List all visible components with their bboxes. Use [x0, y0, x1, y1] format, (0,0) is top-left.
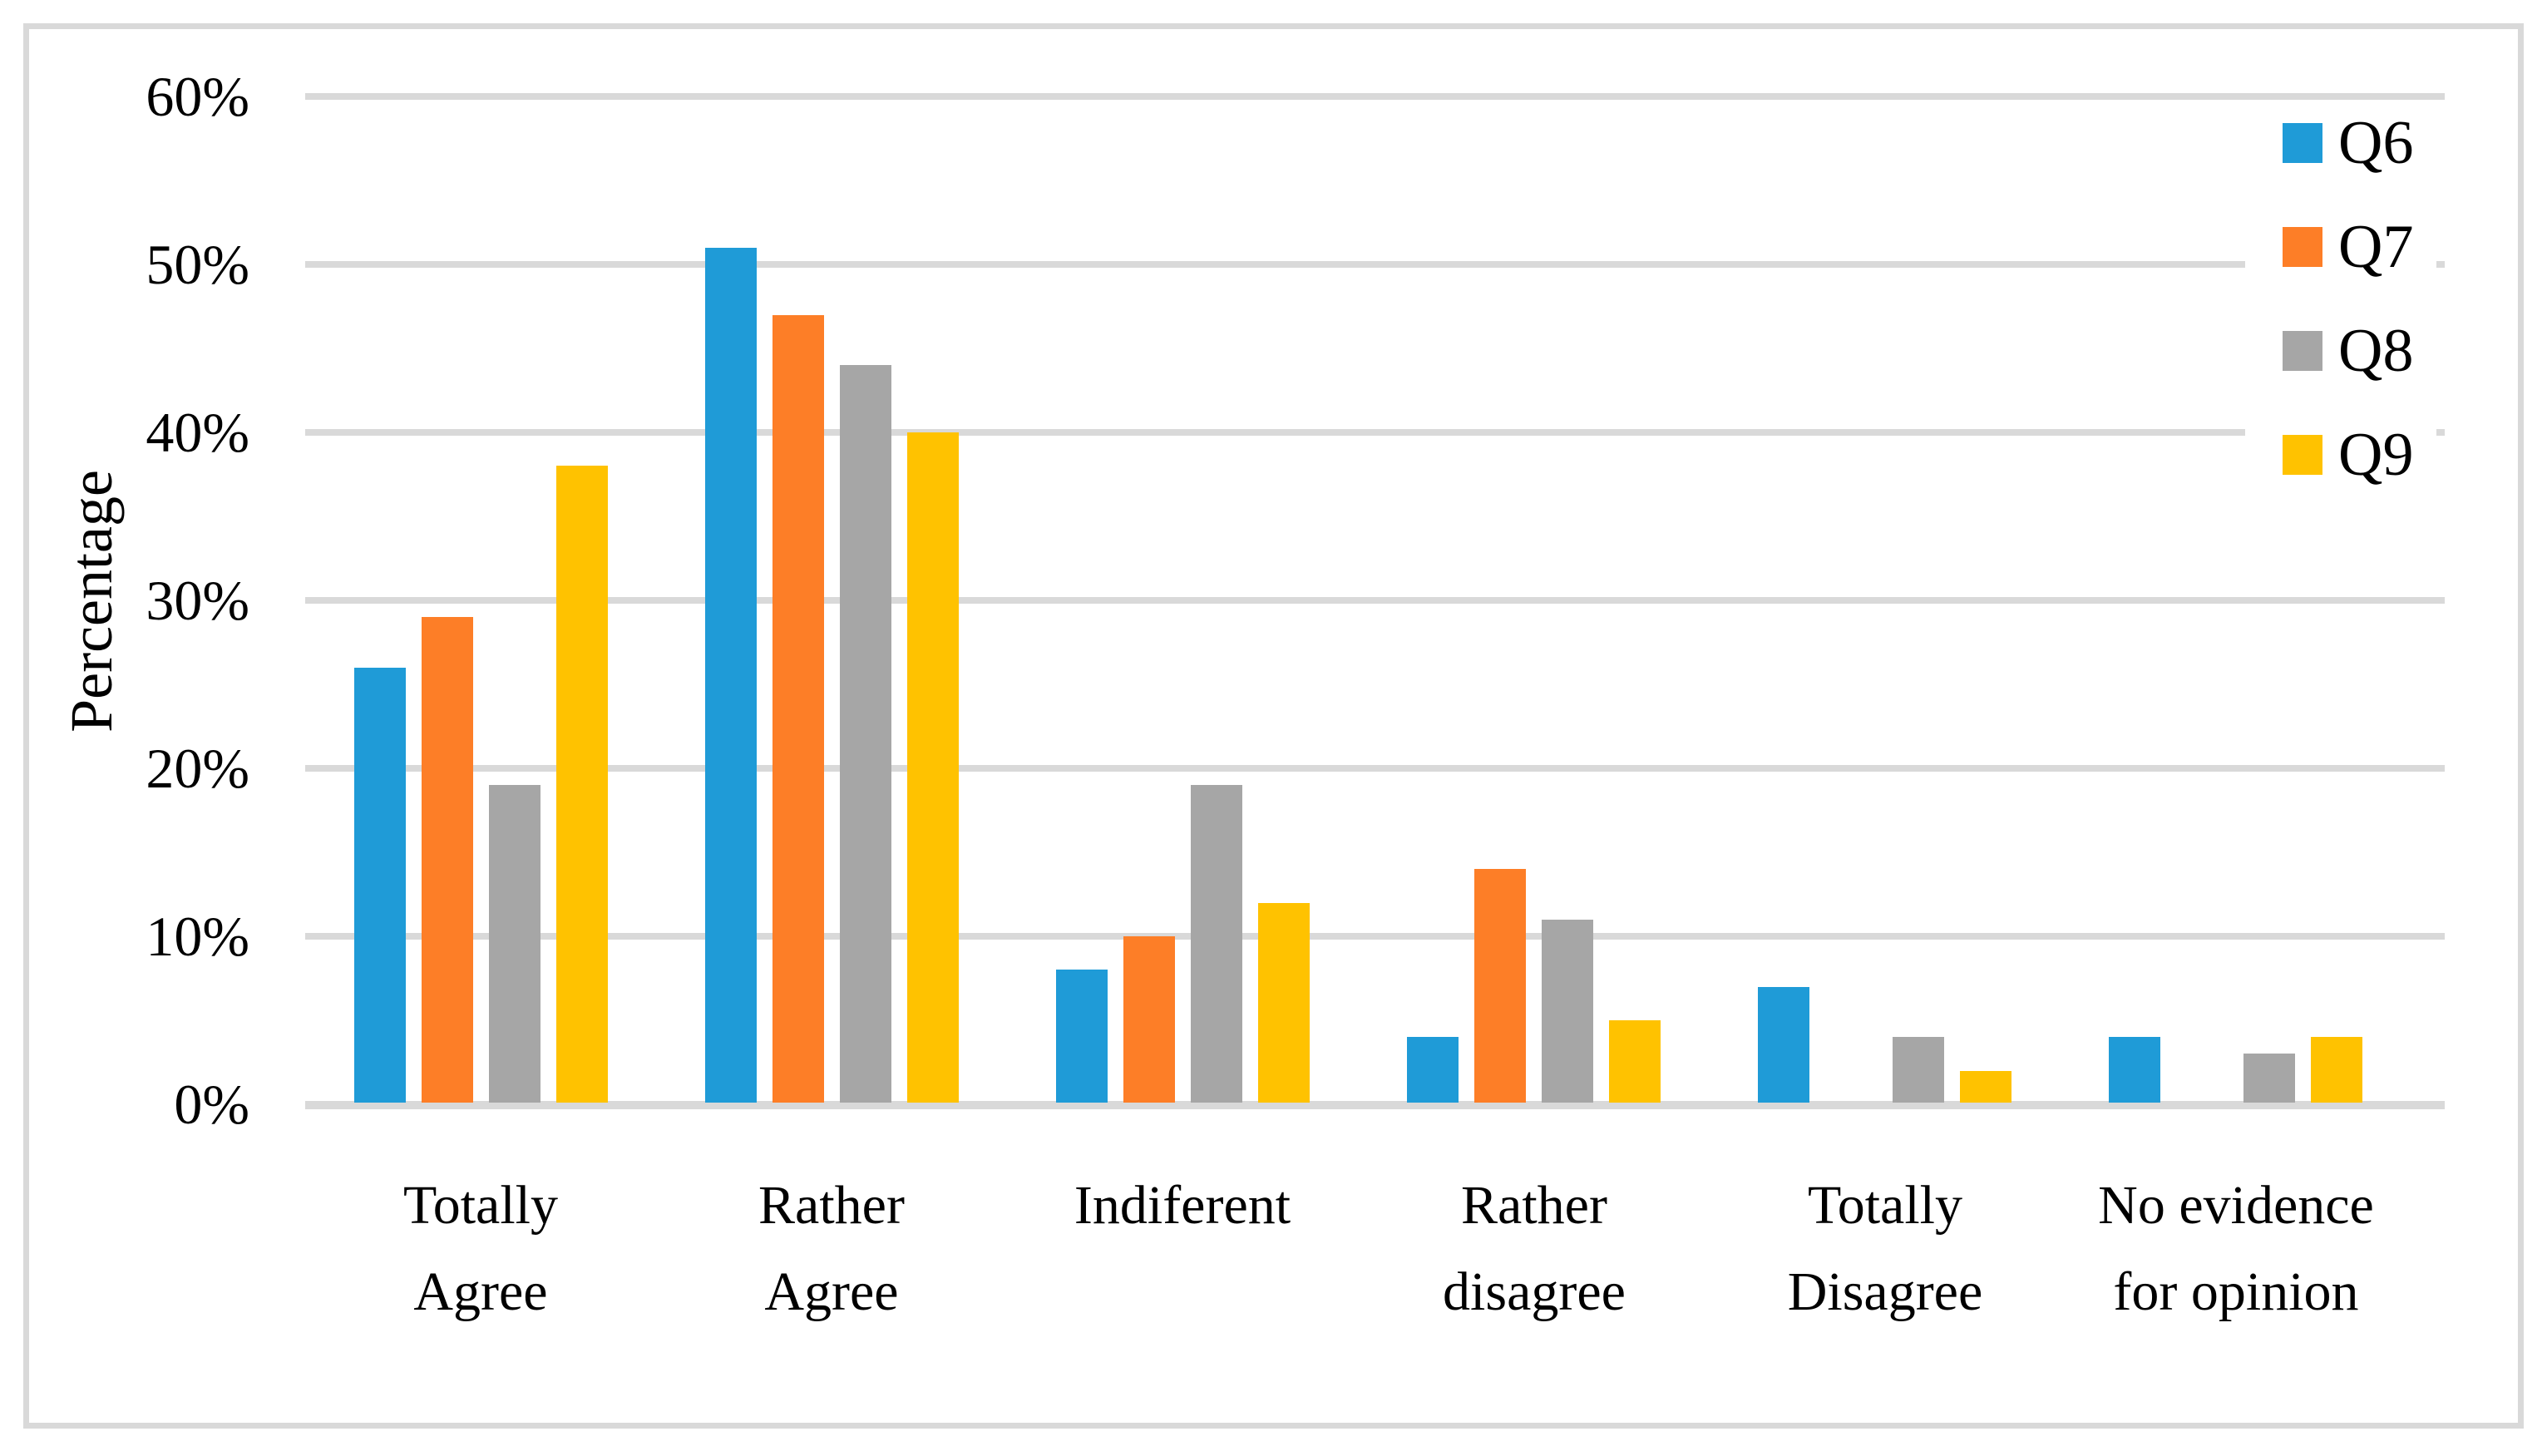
gridline — [305, 933, 2445, 940]
y-tick-label: 10% — [146, 905, 249, 968]
bar-q6-0 — [354, 668, 406, 1103]
bar-q8-0 — [489, 785, 540, 1103]
figure-frame — [23, 23, 2524, 1429]
bar-q9-4 — [1960, 1071, 2011, 1103]
bar-q7-2 — [1123, 936, 1175, 1103]
y-tick-label: 60% — [146, 65, 249, 128]
legend-label-q9: Q9 — [2338, 421, 2414, 489]
bar-q8-1 — [840, 365, 891, 1103]
bar-q9-0 — [556, 466, 608, 1103]
legend-label-q8: Q8 — [2338, 317, 2414, 385]
gridline — [305, 429, 2445, 436]
bar-q8-3 — [1542, 920, 1593, 1103]
bar-q9-2 — [1258, 903, 1310, 1103]
y-tick-label: 30% — [146, 569, 249, 632]
y-axis-title: Percentage — [58, 470, 125, 733]
bar-q6-5 — [2109, 1037, 2160, 1103]
legend-swatch-q8 — [2283, 331, 2322, 371]
gridline — [305, 765, 2445, 772]
bar-q7-0 — [422, 617, 473, 1103]
y-tick-label: 40% — [146, 401, 249, 464]
bar-q6-4 — [1758, 987, 1809, 1103]
legend-label-q6: Q6 — [2338, 109, 2414, 177]
legend-swatch-q7 — [2283, 227, 2322, 267]
bar-q7-3 — [1474, 869, 1526, 1103]
x-axis-label: Totally Agree — [402, 1175, 558, 1322]
y-tick-label: 50% — [146, 233, 249, 296]
gridline — [305, 261, 2445, 268]
bar-q6-3 — [1407, 1037, 1459, 1103]
bar-q7-1 — [772, 315, 824, 1103]
y-tick-label: 0% — [174, 1073, 249, 1136]
legend-swatch-q9 — [2283, 435, 2322, 475]
legend-label-q7: Q7 — [2338, 213, 2414, 281]
legend-background — [2245, 115, 2436, 506]
x-axis-label: Indiferent — [1074, 1175, 1291, 1236]
bar-q8-2 — [1191, 785, 1242, 1103]
x-axis-label: Totally Disagree — [1787, 1175, 1983, 1322]
bar-q9-5 — [2311, 1037, 2362, 1103]
x-axis-label: Rather disagree — [1443, 1175, 1626, 1322]
gridline — [305, 93, 2445, 100]
y-tick-label: 20% — [146, 737, 249, 800]
bar-q9-3 — [1609, 1020, 1661, 1103]
bar-q6-1 — [705, 248, 757, 1103]
bar-q8-4 — [1893, 1037, 1944, 1103]
x-axis-label: Rather Agree — [758, 1175, 905, 1322]
bar-q9-1 — [907, 432, 959, 1103]
x-axis-label: No evidence for opinion — [2098, 1175, 2374, 1322]
bar-q8-5 — [2243, 1054, 2295, 1103]
bar-q6-2 — [1056, 970, 1108, 1103]
legend-swatch-q6 — [2283, 123, 2322, 163]
gridline — [305, 597, 2445, 604]
x-axis-line — [305, 1101, 2445, 1109]
